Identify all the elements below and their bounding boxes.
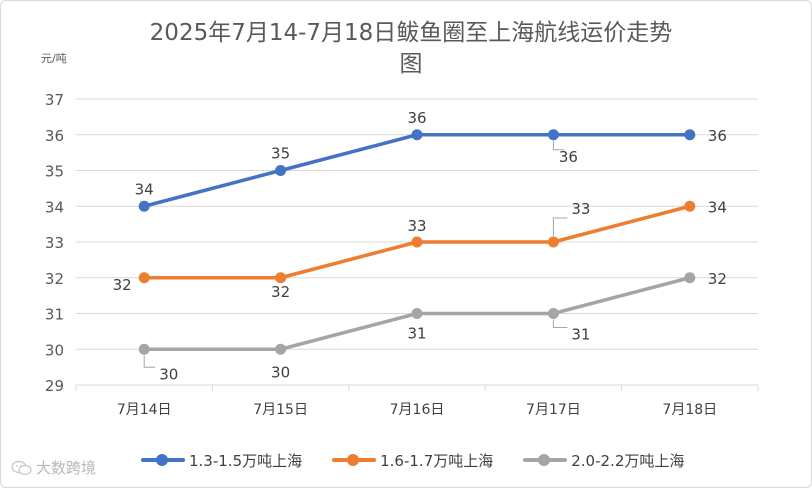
data-label: 32 [113, 276, 132, 294]
legend-swatch-marker [347, 454, 360, 466]
legend-swatch [332, 453, 377, 467]
chart-legend: 1.3-1.5万吨上海 1.6-1.7万吨上海 2.0-2.2万吨上海 [141, 449, 684, 471]
wechat-logo-icon [11, 460, 32, 475]
legend-label: 2.0-2.2万吨上海 [571, 451, 685, 470]
data-point [684, 129, 696, 141]
y-tick-label: 35 [45, 163, 64, 181]
data-point [138, 343, 150, 355]
data-point [547, 236, 559, 248]
data-label: 33 [407, 217, 426, 235]
data-label: 32 [271, 283, 290, 301]
legend-item: 2.0-2.2万吨上海 [523, 450, 684, 471]
x-tick-label: 7月17日 [526, 402, 581, 418]
x-tick-label: 7月16日 [390, 402, 445, 418]
legend-swatch [523, 453, 568, 467]
legend-label: 1.6-1.7万吨上海 [380, 451, 494, 470]
data-label: 34 [135, 180, 154, 198]
data-point [547, 129, 559, 141]
data-point [411, 308, 423, 319]
data-point [547, 308, 559, 319]
y-tick-label: 32 [45, 270, 64, 288]
legend-label: 1.3-1.5万吨上海 [189, 451, 303, 470]
data-label: 31 [571, 326, 590, 344]
data-label-leader [552, 319, 568, 328]
data-label: 36 [407, 109, 426, 127]
data-point [684, 272, 696, 284]
legend-swatch-marker [538, 454, 551, 466]
watermark-text: 大数跨境 [36, 459, 97, 477]
data-point [411, 236, 423, 248]
data-label-leader [143, 355, 156, 368]
data-point [275, 272, 287, 284]
series-2: 32 32 33 33 34 [113, 198, 727, 301]
data-point [275, 165, 287, 176]
y-tick-label: 34 [45, 198, 64, 216]
data-point [275, 343, 287, 355]
data-label-leader [552, 140, 565, 151]
y-tick-label: 36 [45, 127, 64, 145]
data-label: 35 [271, 145, 290, 163]
series-1: 34 35 36 36 36 [135, 109, 727, 212]
data-label: 33 [571, 200, 590, 218]
x-tick-label: 7月18日 [662, 402, 717, 418]
x-tick-label: 7月15日 [253, 402, 308, 418]
y-tick-label: 31 [45, 306, 64, 324]
legend-item: 1.3-1.5万吨上海 [141, 450, 302, 471]
data-point [138, 272, 150, 284]
data-label: 30 [159, 365, 178, 383]
y-axis-unit-label: 元/吨 [41, 52, 67, 65]
series-3: 30 30 31 31 32 [138, 270, 727, 383]
data-label: 32 [708, 270, 727, 288]
data-label: 34 [708, 198, 727, 216]
y-tick-label: 29 [45, 377, 64, 395]
data-point [138, 200, 150, 212]
watermark: 大数跨境 [11, 457, 96, 478]
legend-swatch-marker [156, 454, 168, 466]
legend-item: 1.6-1.7万吨上海 [332, 450, 493, 471]
data-label: 31 [407, 325, 426, 343]
y-tick-label: 37 [45, 91, 64, 109]
data-label: 30 [271, 363, 290, 381]
chart-title: 2025年7月14-7月18日鲅鱼圈至上海航线运价走势 [149, 20, 673, 46]
legend-swatch [141, 453, 185, 467]
data-point [411, 129, 423, 141]
x-tick-label: 7月14日 [117, 402, 172, 418]
chart-title-continued: 图 [399, 51, 423, 77]
y-tick-label: 30 [45, 341, 64, 359]
data-label: 36 [559, 148, 578, 166]
data-point [684, 200, 696, 212]
y-tick-label: 33 [45, 234, 64, 252]
data-label: 36 [708, 127, 727, 145]
data-label-leader [552, 217, 568, 236]
